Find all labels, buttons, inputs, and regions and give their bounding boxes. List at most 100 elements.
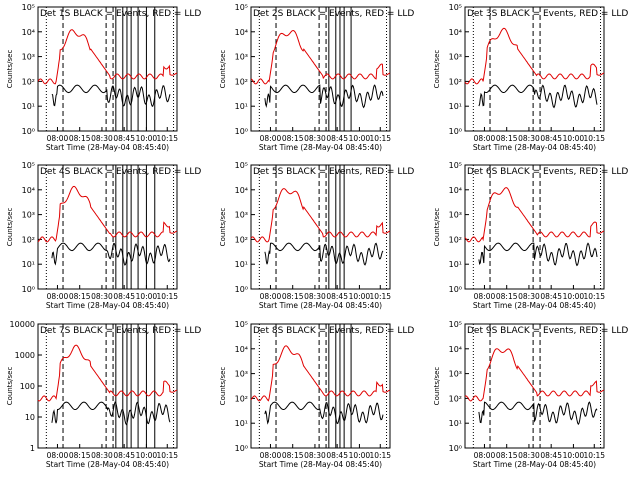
- detector-panel-9: Det 9S BLACK = Events, RED = LLD Counts/s…: [433, 320, 628, 469]
- y-tick-label: 10⁴: [235, 186, 248, 195]
- y-tick-label: 1000: [15, 351, 35, 360]
- plot-frame: [464, 6, 605, 132]
- events-series-line: [264, 84, 384, 109]
- detector-panel-4: Det 4S BLACK = Events, RED = LLD Counts/s…: [6, 161, 201, 310]
- y-tick-label: 10⁴: [235, 28, 248, 37]
- x-tick-label: 08:15: [69, 134, 91, 143]
- y-tick-label: 10⁰: [235, 444, 248, 453]
- x-tick-label: 08:15: [496, 451, 518, 460]
- lld-series-line: [464, 348, 605, 402]
- panel-title: Det 5S BLACK = Events, RED = LLD: [253, 167, 414, 177]
- y-tick-label: 10⁴: [22, 186, 35, 195]
- y-tick-label: 10⁰: [235, 285, 248, 294]
- y-tick-label: 1: [30, 444, 35, 453]
- x-tick-label: 08:30: [91, 134, 113, 143]
- x-tick-label: 10:15: [369, 292, 391, 301]
- x-tick-label: 10:15: [369, 451, 391, 460]
- y-tick-label: 10⁵: [235, 3, 248, 12]
- y-tick-label: 10⁰: [22, 285, 35, 294]
- x-tick-label: 08:00: [474, 451, 496, 460]
- events-series-line: [51, 242, 171, 266]
- x-tick-label: 08:00: [260, 292, 282, 301]
- events-series-line: [264, 242, 384, 266]
- events-series-line: [478, 401, 598, 426]
- x-tick-label: 08:30: [304, 292, 326, 301]
- x-tick-label: 10:00: [349, 451, 371, 460]
- y-axis-label: Counts/sec: [433, 367, 441, 406]
- y-tick-label: 10¹: [235, 102, 248, 111]
- x-tick-label: 08:45: [540, 292, 562, 301]
- y-axis-label: Counts/sec: [219, 367, 227, 406]
- panel-title: Det 6S BLACK = Events, RED = LLD: [467, 167, 628, 177]
- y-tick-label: 10¹: [22, 102, 35, 111]
- y-tick-label: 10⁴: [449, 28, 462, 37]
- x-tick-label: 08:15: [282, 292, 304, 301]
- y-tick-label: 10⁴: [235, 345, 248, 354]
- lld-series-line: [250, 345, 391, 402]
- y-tick-label: 10⁴: [449, 186, 462, 195]
- x-tick-label: 08:30: [518, 451, 540, 460]
- x-tick-label: 10:00: [349, 134, 371, 143]
- y-tick-label: 10³: [449, 370, 462, 379]
- y-tick-label: 10⁴: [449, 345, 462, 354]
- y-tick-label: 100: [20, 382, 35, 391]
- x-tick-label: 08:00: [474, 134, 496, 143]
- x-axis-label: Start Time (28-May-04 08:45:40): [46, 460, 169, 469]
- lld-series-line: [250, 29, 391, 85]
- lld-series-line: [37, 185, 178, 243]
- x-tick-label: 10:00: [563, 451, 585, 460]
- y-tick-label: 10³: [449, 211, 462, 220]
- y-tick-label: 10⁰: [449, 127, 462, 136]
- y-tick-label: 10²: [449, 77, 462, 86]
- detector-panel-5: Det 5S BLACK = Events, RED = LLD Counts/s…: [219, 161, 414, 310]
- y-axis-label: Counts/sec: [433, 50, 441, 89]
- lld-series-line: [37, 344, 178, 402]
- x-tick-label: 10:00: [136, 134, 158, 143]
- y-tick-label: 10¹: [22, 260, 35, 269]
- x-tick-label: 10:15: [583, 451, 605, 460]
- panel-title: Det 7S BLACK = Events, RED = LLD: [40, 326, 201, 336]
- detector-panel-8: Det 8S BLACK = Events, RED = LLD Counts/s…: [219, 320, 414, 469]
- x-axis-label: Start Time (28-May-04 08:45:40): [46, 301, 169, 310]
- x-tick-label: 10:00: [563, 292, 585, 301]
- x-tick-label: 08:30: [91, 451, 113, 460]
- y-tick-label: 10⁴: [22, 28, 35, 37]
- x-tick-label: 08:15: [496, 292, 518, 301]
- x-tick-label: 08:45: [326, 134, 348, 143]
- x-tick-label: 08:00: [260, 134, 282, 143]
- x-axis-label: Start Time (28-May-04 08:45:40): [46, 143, 169, 152]
- y-tick-label: 10²: [22, 77, 35, 86]
- x-tick-label: 08:45: [113, 451, 135, 460]
- plot-frame: [37, 6, 178, 132]
- y-tick-label: 10³: [449, 53, 462, 62]
- y-axis-label: Counts/sec: [219, 50, 227, 89]
- x-tick-label: 08:45: [326, 292, 348, 301]
- y-tick-label: 10⁵: [235, 320, 248, 329]
- x-axis-label: Start Time (28-May-04 08:45:40): [473, 301, 596, 310]
- y-tick-label: 10³: [235, 370, 248, 379]
- y-tick-label: 10¹: [449, 419, 462, 428]
- x-tick-label: 08:30: [518, 134, 540, 143]
- plot-frame: [250, 323, 391, 449]
- x-tick-label: 08:15: [69, 451, 91, 460]
- x-axis-label: Start Time (28-May-04 08:45:40): [473, 460, 596, 469]
- y-tick-label: 10⁵: [449, 320, 462, 329]
- x-tick-label: 08:15: [69, 292, 91, 301]
- y-tick-label: 10¹: [235, 260, 248, 269]
- plot-frame: [250, 6, 391, 132]
- x-tick-label: 10:15: [156, 292, 178, 301]
- x-tick-label: 10:15: [369, 134, 391, 143]
- x-tick-label: 08:30: [304, 134, 326, 143]
- x-tick-label: 08:45: [540, 451, 562, 460]
- y-tick-label: 10⁵: [449, 3, 462, 12]
- events-series-line: [264, 401, 384, 425]
- plot-frame: [250, 164, 391, 290]
- y-tick-label: 10: [25, 413, 35, 422]
- panel-title: Det 4S BLACK = Events, RED = LLD: [40, 167, 201, 177]
- x-tick-label: 08:00: [47, 292, 69, 301]
- y-axis-label: Counts/sec: [6, 367, 14, 406]
- y-tick-label: 10³: [235, 53, 248, 62]
- x-tick-label: 10:00: [349, 292, 371, 301]
- y-tick-label: 10¹: [235, 419, 248, 428]
